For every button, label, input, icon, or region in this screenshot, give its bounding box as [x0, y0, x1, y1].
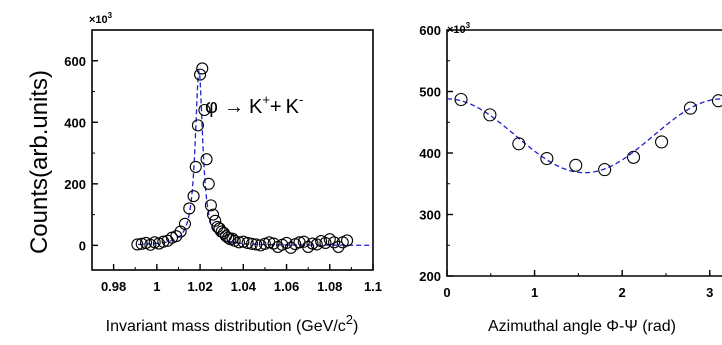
y-tick-label: 500 [419, 85, 441, 100]
data-point [200, 153, 213, 166]
data-point [217, 227, 230, 240]
y-tick-label: 200 [419, 269, 441, 284]
data-point [207, 208, 220, 221]
x-tick-label: 1.02 [187, 279, 212, 294]
data-point [598, 163, 612, 177]
data-point [209, 214, 222, 227]
data-point [306, 237, 319, 250]
fit-curve [446, 98, 722, 174]
data-point [187, 190, 200, 203]
data-point [512, 137, 526, 151]
right-axis-ticks: 0 1 2 3 200 300 400 500 600 [419, 23, 713, 300]
data-point [211, 220, 224, 233]
data-point [655, 135, 669, 149]
x-tick-label: 1 [153, 279, 160, 294]
data-point [135, 237, 148, 250]
x-tick-label: 1.04 [231, 279, 257, 294]
data-point [310, 238, 323, 251]
left-plot-frame [91, 29, 374, 271]
data-point [215, 225, 228, 238]
y-tick-label: 0 [79, 238, 86, 253]
x-tick-label: 1.08 [317, 279, 342, 294]
right-x-axis-label: Azimuthal angle Φ-Ψ (rad) [488, 318, 676, 335]
right-fit-curve [446, 98, 722, 174]
data-point [245, 237, 258, 250]
data-point [237, 235, 250, 248]
x-tick-label: 3 [706, 285, 713, 300]
data-point [250, 238, 263, 251]
data-point [569, 158, 583, 172]
left-data-points [131, 62, 354, 254]
right-data-points [454, 92, 722, 177]
right-plot-frame [446, 29, 722, 277]
y-tick-label: 300 [419, 208, 441, 223]
data-point [174, 225, 187, 238]
data-point [284, 241, 297, 254]
right-multiplier: ×103 [447, 21, 471, 36]
left-multiplier: ×103 [89, 11, 113, 26]
data-point [189, 160, 202, 173]
data-point [483, 108, 497, 122]
data-point [302, 240, 315, 253]
data-point [196, 62, 209, 75]
x-tick-label: 1.1 [364, 279, 382, 294]
data-point [319, 236, 332, 249]
data-point [540, 151, 554, 166]
data-point [267, 237, 280, 250]
left-axis-ticks: 0.98 1 1.02 1.04 1.06 1.08 1.1 0 200 400 600 [64, 29, 382, 294]
data-point [131, 238, 144, 251]
data-point [198, 103, 211, 117]
x-tick-label: 0 [443, 285, 450, 300]
data-point [170, 230, 183, 243]
data-point [232, 236, 246, 249]
data-point [328, 236, 341, 249]
data-point [204, 199, 217, 212]
data-point [323, 233, 336, 246]
y-tick-label: 600 [419, 23, 441, 38]
left-x-axis-label: Invariant mass distribution (GeV/c2) [106, 312, 359, 335]
data-point [213, 222, 226, 235]
data-point [241, 236, 254, 249]
data-point [191, 119, 204, 132]
data-point [341, 234, 354, 247]
x-tick-label: 1 [531, 285, 538, 300]
data-point [148, 236, 161, 249]
y-axis-label: Counts(arb.units) [26, 70, 53, 254]
y-tick-label: 400 [64, 115, 86, 130]
y-tick-label: 400 [419, 146, 441, 161]
data-point [183, 202, 196, 215]
x-tick-label: 0.98 [101, 279, 126, 294]
data-point [454, 92, 468, 107]
x-tick-label: 2 [619, 285, 626, 300]
data-point [332, 240, 345, 253]
y-tick-label: 200 [64, 177, 86, 192]
x-tick-label: 1.06 [274, 279, 299, 294]
data-point [683, 101, 698, 115]
y-tick-label: 600 [64, 54, 86, 69]
data-point [711, 94, 722, 108]
data-point [178, 217, 191, 230]
left-annotation-decay: φ → K++ K- [205, 92, 303, 118]
right-panel-azimuthal: 0 1 2 3 200 300 400 500 600 ×103 Azimuthal angle… [419, 21, 722, 335]
data-point [226, 232, 239, 245]
data-point [194, 68, 207, 81]
data-point [222, 231, 235, 244]
data-point [626, 150, 641, 164]
data-point [202, 177, 215, 190]
